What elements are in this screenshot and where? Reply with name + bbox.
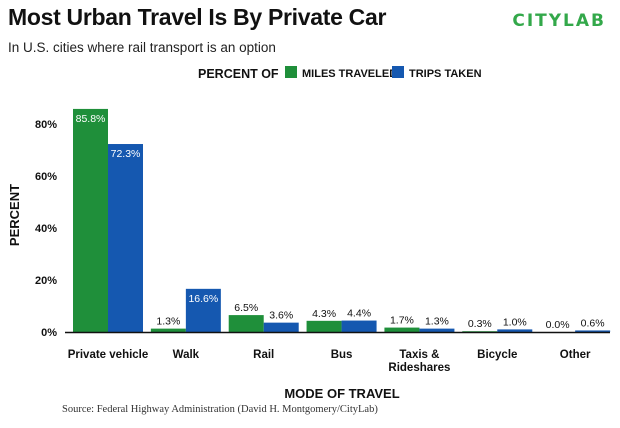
- bar-trips: [108, 144, 143, 332]
- y-tick-label: 0%: [41, 327, 57, 339]
- x-axis-label: MODE OF TRAVEL: [284, 386, 399, 401]
- bar-miles: [462, 331, 498, 332]
- data-label: 1.3%: [425, 316, 449, 328]
- data-label: 4.3%: [312, 308, 336, 320]
- legend-title: PERCENT OF: [198, 67, 279, 81]
- legend-label-miles: MILES TRAVELED: [302, 68, 397, 80]
- legend-label-trips: TRIPS TAKEN: [409, 68, 482, 80]
- data-label: 72.3%: [111, 148, 141, 160]
- bar-trips: [263, 322, 299, 332]
- data-label: 6.5%: [234, 302, 258, 314]
- bar-trips: [341, 320, 377, 332]
- x-tick-label: Walk: [173, 349, 200, 361]
- data-label: 1.3%: [156, 316, 180, 328]
- data-label: 1.7%: [390, 315, 414, 327]
- data-label: 85.8%: [76, 113, 106, 125]
- bar-miles: [228, 315, 264, 332]
- bar-miles: [150, 328, 186, 332]
- x-tick-label: Private vehicle: [68, 349, 149, 361]
- data-label: 16.6%: [188, 293, 218, 305]
- chart-title: Most Urban Travel Is By Private Car: [8, 4, 387, 30]
- y-tick-label: 80%: [35, 119, 57, 131]
- citylab-logo: CITYLAB: [512, 11, 606, 31]
- x-tick-label: Bus: [331, 349, 353, 361]
- data-label: 4.4%: [347, 308, 371, 320]
- y-axis-label: PERCENT: [7, 184, 22, 246]
- x-tick-label: Other: [560, 349, 591, 361]
- data-label: 3.6%: [269, 310, 293, 322]
- source-note: Source: Federal Highway Administration (…: [62, 404, 378, 415]
- x-tick-label: Rideshares: [388, 362, 450, 374]
- data-label: 0.3%: [468, 318, 492, 330]
- data-label: 0.0%: [546, 319, 570, 331]
- legend-swatch-trips: [392, 66, 404, 78]
- bar-trips: [497, 329, 533, 332]
- bar-miles: [73, 108, 108, 332]
- bar-miles: [384, 327, 420, 332]
- x-tick-label: Bicycle: [477, 349, 517, 361]
- bar-miles: [306, 320, 342, 332]
- x-tick-label: Rail: [253, 349, 274, 361]
- data-label: 1.0%: [503, 316, 527, 328]
- bar-trips: [185, 288, 221, 332]
- bar-trips: [575, 330, 611, 332]
- y-tick-label: 60%: [35, 171, 57, 183]
- chart-subtitle: In U.S. cities where rail transport is a…: [8, 40, 276, 55]
- y-tick-label: 20%: [35, 275, 57, 287]
- legend-swatch-miles: [285, 66, 297, 78]
- bar-trips: [419, 328, 455, 332]
- data-label: 0.6%: [581, 317, 605, 329]
- x-tick-label: Taxis &: [399, 349, 439, 361]
- y-tick-label: 40%: [35, 223, 57, 235]
